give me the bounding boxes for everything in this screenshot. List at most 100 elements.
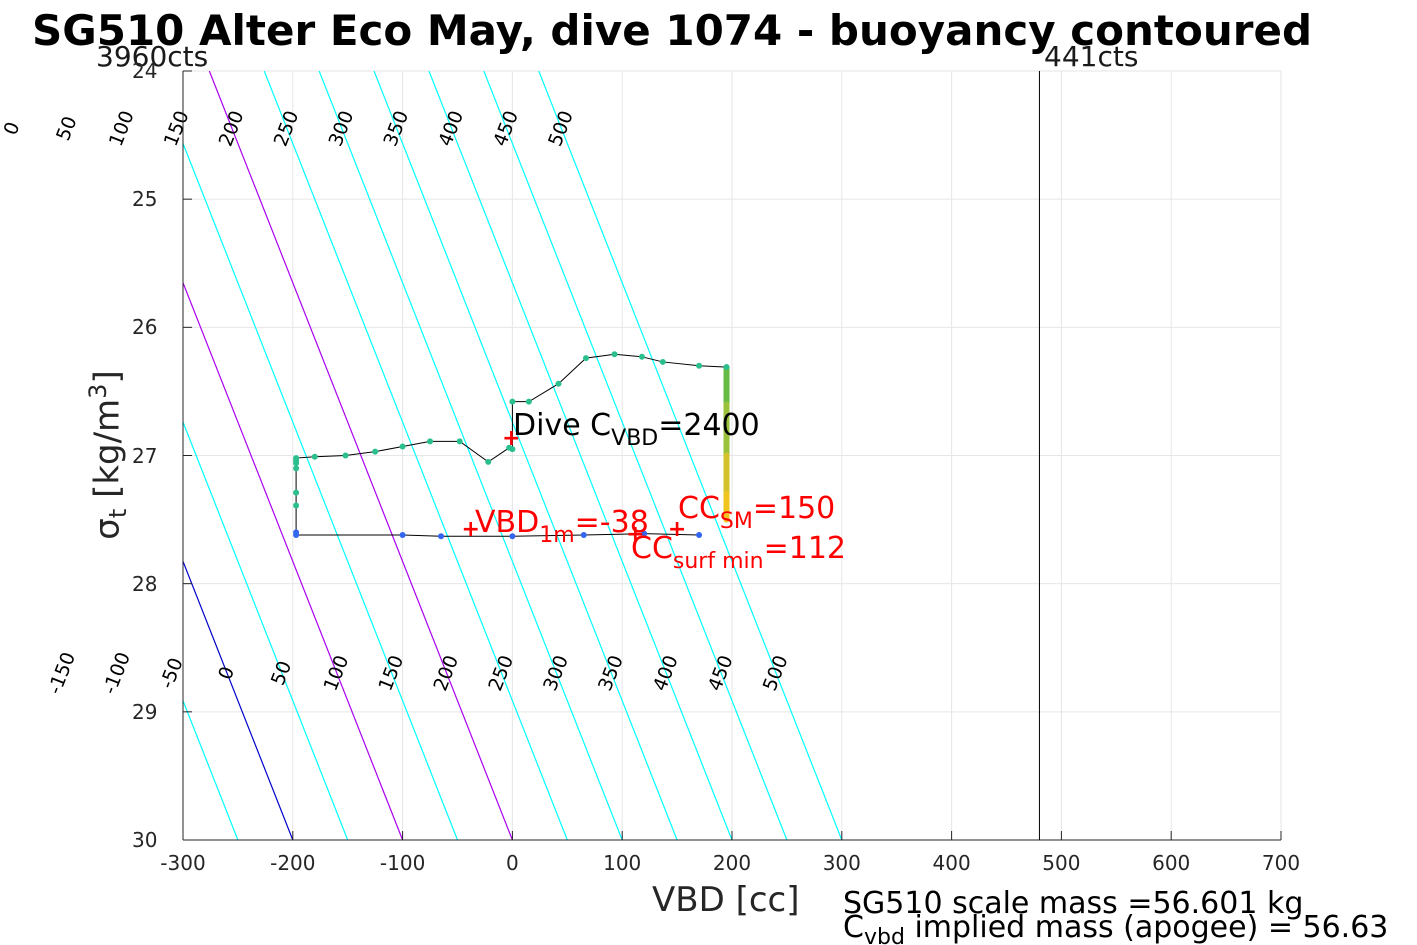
vbd-1m-annotation: VBD1m=-38 <box>475 505 649 548</box>
buoyancy-contour-100 <box>183 281 404 840</box>
data-point <box>723 364 730 371</box>
data-point <box>582 355 589 362</box>
implied-mass-sub: vbd <box>863 925 905 945</box>
cc-surf-min-annotation: CCsurf min=112 <box>631 531 846 574</box>
buoyancy-contour-200 <box>208 71 513 840</box>
left-counts-label: 3960cts <box>96 40 209 73</box>
data-point <box>293 489 300 496</box>
data-point <box>342 452 349 459</box>
data-point <box>293 465 300 472</box>
cc-surf-min-sub: surf min <box>672 549 764 574</box>
buoyancy-contour-250 <box>263 71 568 840</box>
x-tick-label: 600 <box>1152 851 1191 875</box>
marker-plus: + <box>626 522 644 547</box>
buoyancy-contour-150 <box>183 141 459 840</box>
x-tick-label: -300 <box>160 851 206 875</box>
marker-plus: + <box>461 517 479 542</box>
x-tick-label: 500 <box>1042 851 1081 875</box>
data-point <box>311 453 318 460</box>
y-axis-label-sub: t <box>104 508 133 519</box>
cc-surf-min-prefix: CC <box>631 531 673 566</box>
dive-cvbd-prefix: Dive C <box>513 408 612 443</box>
cc-sm-value: =150 <box>752 491 836 526</box>
buoyancy-contour--250 <box>0 71 18 840</box>
buoyancy-contour--200 <box>0 71 73 840</box>
data-point <box>485 458 492 465</box>
y-axis-label-sup: 3 <box>83 383 112 399</box>
buoyancy-contour-300 <box>318 71 623 840</box>
grid-lines <box>182 70 1282 841</box>
data-point <box>399 531 406 538</box>
buoyancy-contour-450 <box>483 71 788 840</box>
x-tick-label: -100 <box>379 851 426 875</box>
buoyancy-contour-50 <box>183 420 349 840</box>
x-tick-label: 300 <box>822 851 861 875</box>
data-point <box>509 398 516 405</box>
data-point <box>641 530 648 537</box>
data-point <box>696 362 703 369</box>
right-counts-label: 441cts <box>1044 40 1139 73</box>
data-point <box>372 448 379 455</box>
data-point <box>438 533 445 540</box>
data-point <box>659 358 666 365</box>
data-point <box>638 353 645 360</box>
y-tick-label: 24 <box>132 59 158 83</box>
cc-surf-min-value: =112 <box>763 531 846 566</box>
implied-mass-text: Cvbd implied mass (apogee) = 56.63 <box>843 910 1388 945</box>
data-point <box>580 531 587 538</box>
x-tick-label: 0 <box>506 851 519 875</box>
implied-mass-prefix: C <box>843 910 864 945</box>
scale-mass-text: SG510 scale mass =56.601 kg <box>843 886 1304 921</box>
x-axis-label: VBD [cc] <box>652 880 800 920</box>
data-point <box>293 531 300 538</box>
contour-label-upper: 100 <box>105 108 139 150</box>
cc-sm-prefix: CC <box>678 491 720 526</box>
buoyancy-contour-0 <box>183 559 294 840</box>
data-point <box>525 398 532 405</box>
data-point <box>456 438 463 445</box>
vbd-1m-sub: 1m <box>539 523 575 548</box>
vbd-1m-value: =-38 <box>574 505 649 540</box>
cc-sm-annotation: CCSM=150 <box>678 491 835 534</box>
data-point <box>555 380 562 387</box>
data-point <box>696 531 703 538</box>
x-tick-label: -200 <box>270 851 316 875</box>
dive-cvbd-value: =2400 <box>658 408 760 443</box>
y-tick-label: 30 <box>132 828 158 852</box>
marker-plus: + <box>668 517 686 542</box>
x-tick-label: 200 <box>712 851 752 875</box>
contour-label-lower: -150 <box>44 649 80 697</box>
dive-cvbd-annotation: Dive CVBD=2400 <box>513 408 760 451</box>
y-axis-label-sigma: σ <box>87 518 128 540</box>
contour-label-lower: -100 <box>99 649 135 697</box>
buoyancy-contours <box>0 71 843 840</box>
data-point <box>611 351 618 358</box>
y-tick-label: 28 <box>132 571 158 596</box>
chart-title: SG510 Alter Eco May, dive 1074 - buoyanc… <box>32 6 1313 55</box>
y-axis-label-close: ] <box>87 370 128 384</box>
x-tick-label: 100 <box>603 851 642 875</box>
buoyancy-contour-400 <box>428 71 733 840</box>
y-tick-label: 26 <box>132 315 158 340</box>
data-point <box>427 438 434 445</box>
y-tick-label: 25 <box>132 187 158 212</box>
x-tick-label: 400 <box>932 851 971 875</box>
contour-label-upper: 50 <box>52 113 81 144</box>
data-point <box>506 444 513 451</box>
data-point <box>399 443 406 450</box>
buoyancy-contour-500 <box>538 71 843 840</box>
dive-cvbd-sub: VBD <box>611 426 659 451</box>
y-tick-label: 29 <box>132 699 158 724</box>
y-axis-label-rest: [kg/m <box>87 398 128 509</box>
vbd-1m-prefix: VBD <box>475 505 540 540</box>
y-axis-label: σt [kg/m3] <box>84 370 132 539</box>
data-point <box>293 502 300 509</box>
data-point <box>293 460 300 467</box>
x-tick-label: 700 <box>1261 851 1301 875</box>
buoyancy-contour-350 <box>373 71 678 840</box>
cc-sm-sub: SM <box>719 509 753 534</box>
implied-mass-rest: implied mass (apogee) = 56.63 <box>904 910 1389 945</box>
y-tick-label: 27 <box>132 443 158 468</box>
